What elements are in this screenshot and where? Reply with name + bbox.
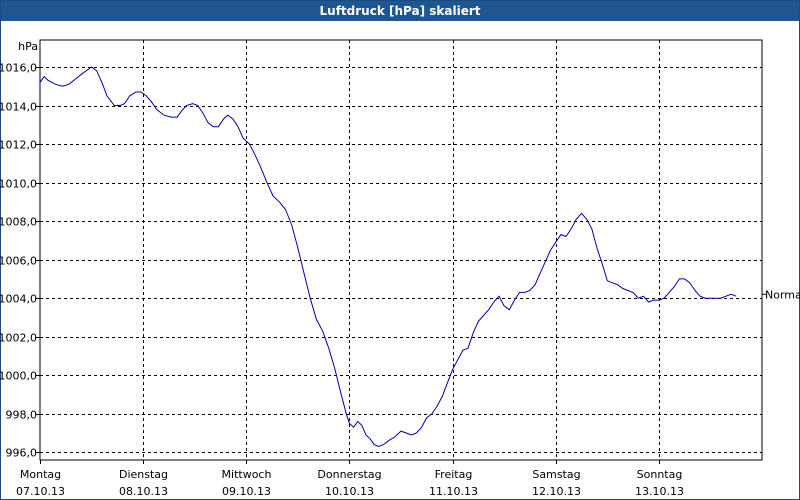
x-tick-date-label: 08.10.13	[119, 485, 168, 498]
pressure-series-line	[39, 66, 737, 448]
y-tick-label: 1002,0	[0, 332, 37, 345]
x-tick-day-label: Donnerstag	[317, 468, 381, 481]
reference-label: Normal	[765, 288, 800, 301]
x-tick-day-label: Mittwoch	[222, 468, 272, 481]
y-tick-label: 1012,0	[0, 139, 37, 152]
y-tick-label: 1010,0	[0, 178, 37, 191]
x-tick-day-label: Freitag	[435, 468, 473, 481]
x-tick-date-label: 07.10.13	[16, 485, 65, 498]
y-tick-label: 1016,0	[0, 62, 37, 75]
x-tick-day-label: Montag	[20, 468, 61, 481]
y-tick-label: 1008,0	[0, 216, 37, 229]
x-axis: Montag 07.10.13 Dienstag 08.10.13 Mittwoch 09…	[16, 460, 684, 498]
grid	[40, 40, 762, 460]
chart-title: Luftdruck [hPa] skaliert	[1, 1, 799, 21]
y-tick-label: 1004,0	[0, 293, 37, 306]
x-tick-day-label: Dienstag	[119, 468, 168, 481]
y-axis-unit-label: hPa	[18, 40, 38, 53]
plot-area-border	[39, 39, 763, 461]
x-tick-day-label: Samstag	[532, 468, 580, 481]
y-tick-label: 1000,0	[0, 370, 37, 383]
x-tick-date-label: 10.10.13	[325, 485, 374, 498]
y-tick-label: 996,0	[6, 447, 38, 460]
x-tick-day-label: Sonntag	[637, 468, 683, 481]
reference-line: Normal	[762, 288, 800, 301]
x-tick-date-label: 13.10.13	[635, 485, 684, 498]
x-tick-date-label: 12.10.13	[532, 485, 581, 498]
y-tick-label: 1014,0	[0, 101, 37, 114]
x-tick-date-label: 11.10.13	[429, 485, 478, 498]
y-axis: 996,0 998,0 1000,0 1002,0 1004,0 1006,0 1008,0…	[0, 62, 40, 460]
x-tick-date-label: 09.10.13	[222, 485, 271, 498]
y-tick-label: 998,0	[6, 409, 38, 422]
y-tick-label: 1006,0	[0, 255, 37, 268]
